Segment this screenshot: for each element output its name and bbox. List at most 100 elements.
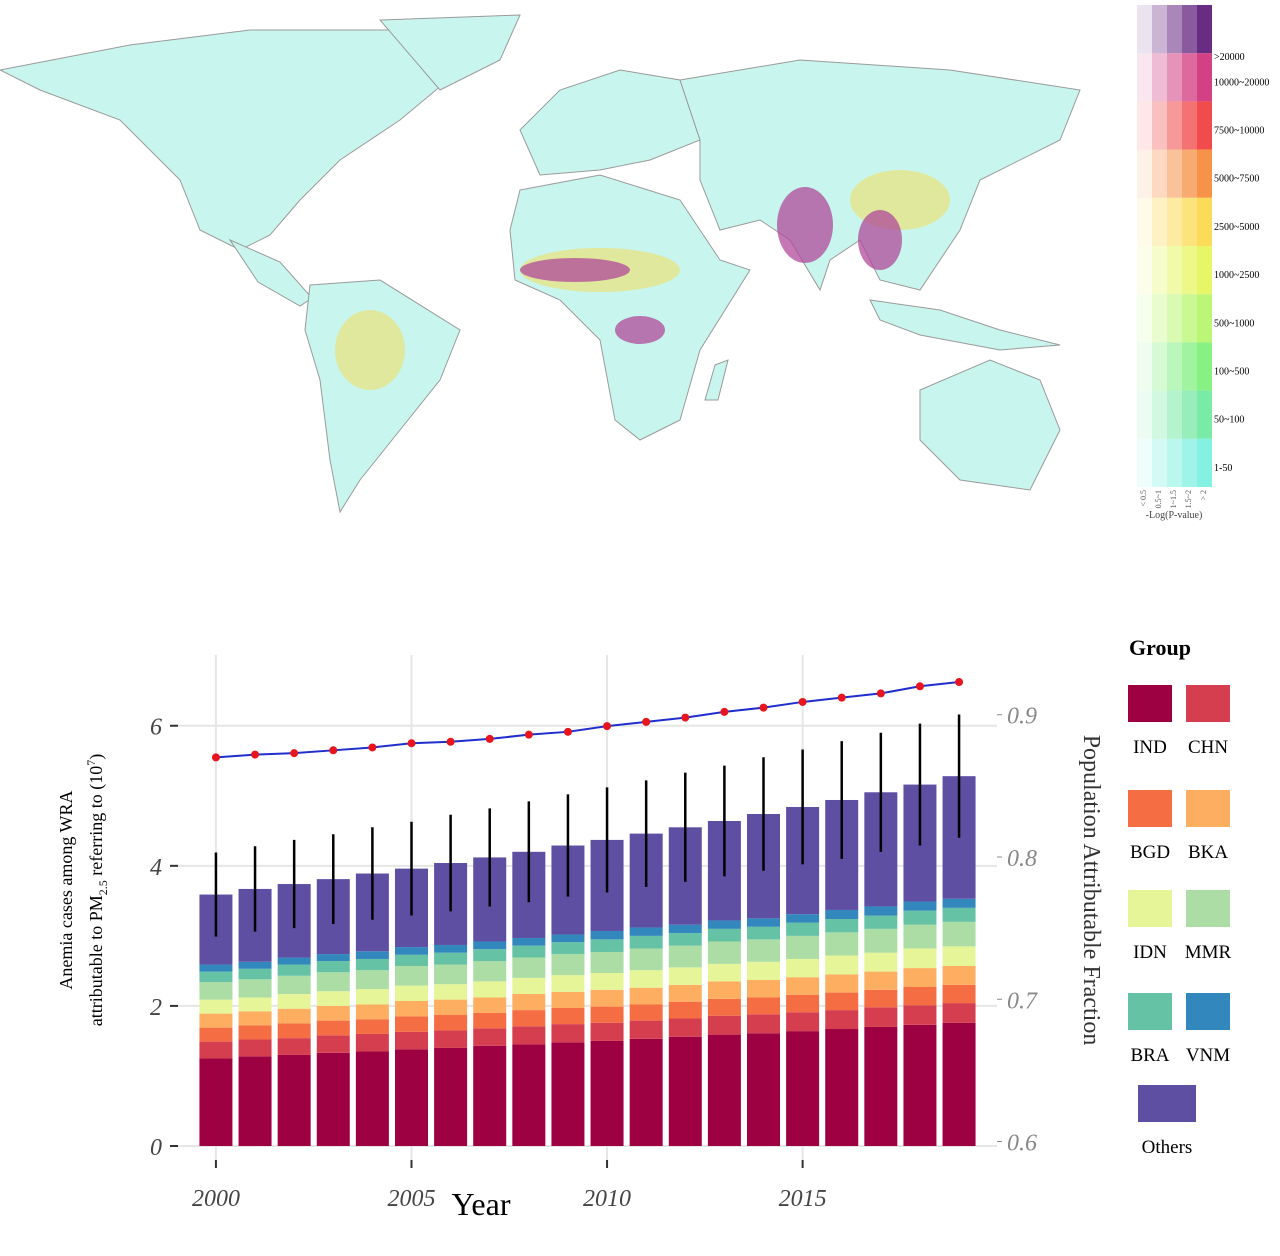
hotspot [335,310,405,390]
map-legend-label: >20000 [1214,52,1245,63]
bar-segment [825,955,859,975]
bar-segment [942,1003,976,1023]
bar-segment [747,1014,781,1034]
bar-segment [786,914,820,923]
legend-swatch [1186,685,1230,722]
legend-cell [1152,294,1167,343]
australia [919,359,1061,491]
column-label: 0.5~1 [1154,490,1163,508]
bar-segment [238,1039,272,1057]
bar-segment [825,1010,859,1030]
hotspot [777,187,833,263]
paf-point [603,722,612,731]
bar-segment [316,1052,350,1146]
paf-point [720,707,729,716]
legend-cell [1197,5,1212,54]
legend-cell [1197,246,1212,295]
bar-segment [394,954,428,966]
map-legend-label: 1-50 [1214,463,1232,474]
legend-swatch [1138,1085,1196,1122]
bar-segment [629,948,663,971]
bar-segment [199,999,233,1014]
bar-segment [355,1019,389,1034]
paf-point [251,750,260,759]
bar-segment [355,951,389,959]
legend-swatch [1186,993,1230,1030]
bar-segment [434,964,468,985]
legend-title: Group [1129,635,1191,660]
bar-segment [473,941,507,950]
bar-segment [590,989,624,1007]
bar-segment [394,965,428,986]
bar-segment [707,998,741,1016]
legend-label: Others [1142,1137,1193,1158]
x-tick-label: 2000 [192,1186,240,1212]
bar-segment [668,1018,702,1037]
bar-segment [864,952,898,972]
y2-tick-label: 0.6 [1007,1131,1037,1157]
bar-segment [316,954,350,962]
bar-segment [316,961,350,973]
legend-cell [1137,53,1152,102]
bar-segment [707,1034,741,1146]
y2-tick-label: 0.9 [1007,704,1037,730]
legend-cell [1167,246,1182,295]
paf-point [681,713,690,722]
paf-point [368,743,377,752]
bar-segment [316,1020,350,1036]
bar-segment [864,1007,898,1027]
bar-segment [707,928,741,942]
bar-segment [199,1041,233,1059]
x-tick-label: 2010 [583,1186,631,1212]
bar-segment [512,957,546,978]
bar-segment [786,935,820,959]
bar-segment [747,979,781,998]
legend-cell [1167,390,1182,439]
legend-cell [1182,53,1197,102]
legend-cell [1152,438,1167,487]
legend-label: BGD [1130,842,1170,863]
bar-segment [434,952,468,965]
paf-point [329,746,338,755]
bar-segment [355,1004,389,1020]
legend-label: CHN [1188,737,1228,758]
bar-segment [512,945,546,958]
bar-segment [786,922,820,936]
bar-segment [903,901,937,911]
y-axis-label: attributable to PM2.5 referring to (107) [84,754,110,1026]
bar-segment [355,989,389,1005]
bar-segment [747,918,781,927]
paf-point [837,693,846,702]
bar-segment [434,944,468,953]
y-tick-label: 4 [150,855,162,881]
bar-segment [238,979,272,998]
europe [519,69,701,176]
legend-cell [1197,101,1212,150]
bar-segment [629,1004,663,1021]
bar-segment [199,971,233,983]
bar-segment [512,977,546,995]
bar-segment [238,968,272,980]
bar-segment [238,1025,272,1040]
bar-segment [394,1049,428,1146]
central-america [228,238,313,307]
bar-segment [551,954,585,976]
column-label: > 2 [1199,490,1208,501]
legend-cell [1137,149,1152,198]
bar-segment [668,933,702,946]
y-label-sup: 7 [84,760,98,766]
bar-segment [747,997,781,1015]
legend-cell [1182,438,1197,487]
bar-segment [864,906,898,916]
x-tick-label: 2015 [779,1186,827,1212]
world-map [0,14,1081,514]
bar-segment [434,1015,468,1031]
bar-segment [942,1022,976,1146]
bar-segment [551,991,585,1009]
legend-cell [1137,438,1152,487]
bar-segment [277,1038,311,1055]
paf-line [215,681,960,759]
bar-segment [551,975,585,992]
bar-segment [707,920,741,929]
bar-segment [903,924,937,949]
